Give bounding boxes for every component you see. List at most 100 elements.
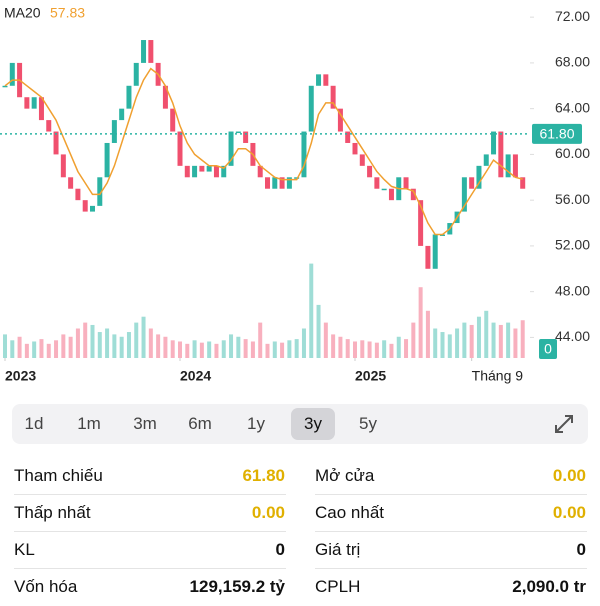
volume-bar: [250, 341, 255, 358]
separator: [315, 568, 587, 569]
candle: [330, 85, 336, 109]
candle: [520, 177, 526, 189]
volume-bar: [404, 339, 409, 358]
volume-bar: [287, 340, 292, 358]
separator: [315, 494, 587, 495]
separator: [14, 494, 286, 495]
candle: [126, 85, 132, 109]
y-tick-label: 52.00: [555, 237, 590, 253]
stat-value: 2,090.0 tr: [512, 577, 586, 596]
volume-bar: [360, 340, 365, 358]
volume-bar: [367, 341, 372, 358]
volume-label: 0: [544, 341, 552, 357]
stat-row: Thấp nhất 0.00 Cao nhất 0.00: [0, 495, 600, 532]
volume-bar: [214, 343, 219, 358]
candle: [381, 188, 387, 191]
volume-bar: [163, 336, 168, 358]
candle: [491, 131, 497, 155]
volume-bar: [265, 343, 270, 358]
x-tick-label: Tháng 9: [472, 368, 524, 384]
volume-bar: [148, 328, 153, 358]
stat-value: 61.80: [242, 466, 285, 485]
volume-bar: [411, 322, 416, 358]
volume-bar: [484, 310, 489, 358]
volume-bar: [440, 332, 445, 358]
volume-bar: [170, 340, 175, 358]
candle: [111, 120, 117, 143]
volume-bar: [126, 332, 131, 358]
candle: [498, 131, 504, 178]
volume-bar: [24, 343, 29, 358]
reference-box: [532, 123, 582, 144]
candle: [31, 97, 37, 109]
stat-value: 0: [275, 540, 285, 559]
expand-icon[interactable]: [552, 412, 576, 436]
volume-bar: [425, 310, 430, 358]
stat-value: 129,159.2 tỷ: [189, 577, 285, 596]
volume-bar: [462, 322, 467, 358]
stat-label: Tham chiếu: [14, 466, 103, 485]
stat-row: Tham chiếu 61.80 Mở cửa 0.00: [0, 458, 600, 495]
volume-bar: [17, 336, 22, 358]
candle: [323, 74, 329, 86]
candle: [60, 154, 66, 178]
period-button[interactable]: 1m: [77, 414, 101, 433]
period-button[interactable]: 3y: [291, 408, 335, 440]
volume-bar: [345, 339, 350, 358]
y-tick-label: 68.00: [555, 54, 590, 70]
candle: [199, 165, 205, 172]
stat-value: 0.00: [251, 503, 285, 522]
period-button[interactable]: 1d: [24, 414, 44, 433]
candle: [279, 177, 285, 189]
period-button[interactable]: 3m: [133, 414, 157, 433]
volume-bar: [199, 342, 204, 358]
candle: [476, 165, 482, 189]
volume-bar: [10, 340, 15, 358]
candle: [228, 131, 234, 166]
volume-bar: [272, 341, 277, 358]
candle: [221, 165, 227, 178]
candle: [192, 165, 198, 178]
volume-bar: [3, 334, 7, 358]
volume-bar: [455, 328, 460, 358]
volume-bar: [294, 339, 299, 358]
stat-label: Mở cửa: [315, 466, 375, 485]
period-button[interactable]: 6m: [188, 414, 212, 433]
y-tick-label: 44.00: [555, 328, 590, 344]
period-button[interactable]: 5y: [359, 414, 377, 433]
volume-bar: [396, 336, 401, 358]
volume-bar: [382, 340, 387, 358]
candle: [367, 165, 373, 178]
volume-bar: [68, 336, 73, 358]
candle: [9, 62, 15, 86]
candle: [403, 177, 409, 189]
candle: [141, 40, 147, 63]
candle: [162, 85, 168, 109]
candle: [53, 131, 59, 155]
candle: [359, 154, 365, 166]
volume-bar: [353, 341, 357, 358]
candle: [133, 62, 139, 86]
stat-row: Vốn hóa 129,159.2 tỷ CPLH 2,090.0 tr: [0, 569, 600, 606]
candle: [170, 108, 176, 132]
volume-bar: [105, 328, 110, 358]
candle: [483, 154, 489, 166]
candle: [148, 40, 154, 63]
volume-bar: [316, 304, 321, 358]
stat-label: CPLH: [315, 577, 361, 596]
candle: [235, 131, 241, 134]
stat-value: 0.00: [552, 466, 586, 485]
candle: [345, 131, 351, 143]
volume-bar: [447, 334, 452, 358]
stat-label: Giá trị: [315, 540, 361, 559]
candle: [75, 188, 81, 201]
period-button[interactable]: 1y: [247, 414, 265, 433]
legend-value: 57.83: [50, 5, 85, 21]
candle: [308, 85, 314, 132]
volume-bar: [97, 332, 102, 358]
separator: [14, 531, 286, 532]
candle: [177, 131, 183, 166]
y-tick-label: 60.00: [555, 145, 590, 161]
stat-label: KL: [14, 540, 35, 559]
candle: [104, 142, 110, 178]
